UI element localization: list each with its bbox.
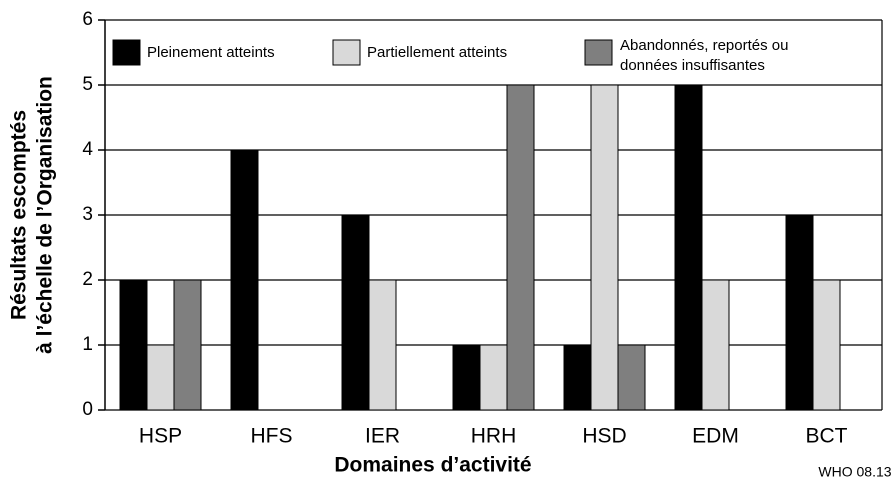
x-tick-label: BCT <box>806 425 848 448</box>
legend-swatch <box>112 39 141 66</box>
x-tick-label: HSD <box>582 425 626 448</box>
x-tick-label: HFS <box>251 425 293 448</box>
bar <box>812 279 841 411</box>
x-axis-label: Domaines d’activité <box>334 454 531 477</box>
bar <box>146 344 175 411</box>
y-tick-label: 5 <box>82 74 93 95</box>
legend-label: Partiellement atteints <box>367 44 507 61</box>
y-tick-label: 6 <box>82 9 93 30</box>
bar <box>368 279 397 411</box>
bar <box>701 279 730 411</box>
bar <box>452 344 481 411</box>
bar <box>506 84 535 411</box>
bar <box>563 344 592 411</box>
legend-label: Abandonnés, reportés ou données insuffis… <box>620 37 789 74</box>
y-tick-label: 2 <box>82 269 93 290</box>
legend-swatch <box>332 39 361 66</box>
bar <box>119 279 148 411</box>
bar <box>479 344 508 411</box>
y-axis-label: à l’échelle de l’Organisation <box>34 76 57 354</box>
legend-label: Pleinement atteints <box>147 44 275 61</box>
bar <box>173 279 202 411</box>
x-tick-label: EDM <box>692 425 739 448</box>
bar <box>590 84 619 411</box>
bar <box>230 149 259 411</box>
x-tick-label: IER <box>365 425 400 448</box>
bar <box>617 344 646 411</box>
bar <box>674 84 703 411</box>
x-tick-label: HSP <box>139 425 182 448</box>
bar <box>785 214 814 411</box>
y-tick-label: 1 <box>82 334 93 355</box>
bar <box>341 214 370 411</box>
annotation: WHO 08.13 <box>818 464 891 480</box>
y-tick-label: 0 <box>82 399 93 420</box>
x-tick-label: HRH <box>471 425 517 448</box>
y-axis-label: Résultats escomptés <box>8 110 31 320</box>
legend-swatch <box>584 39 613 66</box>
y-tick-label: 4 <box>82 139 93 160</box>
y-tick-label: 3 <box>82 204 93 225</box>
